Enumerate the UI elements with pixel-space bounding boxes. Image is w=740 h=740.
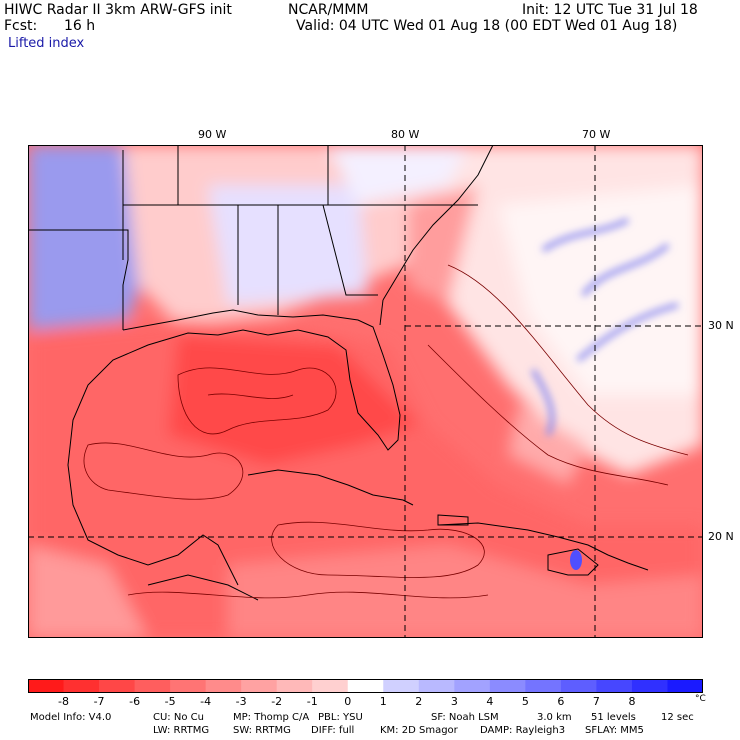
colorbar-tick-label: -3 — [235, 695, 247, 708]
colorbar-tick-label: -1 — [306, 695, 318, 708]
forecast-value: 16 h — [64, 18, 96, 34]
info-lw: LW: RRTMG — [153, 725, 210, 736]
coastlines — [28, 145, 649, 601]
colorbar-segment — [28, 679, 65, 693]
colorbar-segment — [276, 679, 313, 693]
colorbar-segment — [418, 679, 455, 693]
colorbar-tick-label: 4 — [486, 695, 494, 708]
info-diff: DIFF: full — [311, 725, 355, 736]
colorbar-tick-label: -8 — [58, 695, 69, 708]
colorbar-tick-label: -4 — [200, 695, 212, 708]
info-km: KM: 2D Smagor — [380, 725, 458, 736]
info-sf: SF: Noah LSM — [431, 712, 499, 723]
map-frame — [28, 145, 703, 638]
colorbar-tick-label: 5 — [521, 695, 529, 708]
longitude-label-70w: 70 W — [582, 128, 611, 141]
colorbar-segment — [631, 679, 668, 693]
forecast-label: Fcst: — [4, 18, 38, 34]
graticule — [28, 145, 703, 638]
colorbar-segment — [312, 679, 349, 693]
colorbar-segment — [383, 679, 420, 693]
colorbar-tick-label: 7 — [592, 695, 600, 708]
colorbar-segment — [134, 679, 171, 693]
stable-spot — [570, 550, 582, 570]
colorbar-tick-label: 6 — [557, 695, 565, 708]
colorbar-tick-label: 0 — [344, 695, 352, 708]
colorbar-tick-label: -2 — [271, 695, 283, 708]
colorbar-segment — [241, 679, 278, 693]
longitude-label-90w: 90 W — [198, 128, 227, 141]
info-sflay: SFLAY: MM5 — [585, 725, 644, 736]
colorbar-segment — [170, 679, 207, 693]
colorbar-segment — [596, 679, 633, 693]
colorbar-tick-label: -6 — [129, 695, 141, 708]
colorbar-tick-label: 1 — [379, 695, 387, 708]
stable-streaks — [530, 217, 679, 437]
colorbar-segment — [525, 679, 562, 693]
info-sw: SW: RRTMG — [233, 725, 291, 736]
field-name: Lifted index — [8, 36, 85, 51]
valid-time: Valid: 04 UTC Wed 01 Aug 18 (00 EDT Wed … — [296, 18, 678, 34]
colorbar-tick-label: 3 — [450, 695, 458, 708]
colorbar-segment — [454, 679, 491, 693]
colorbar-segment — [560, 679, 597, 693]
info-resolution: 3.0 km — [537, 712, 572, 723]
info-pbl: PBL: YSU — [318, 712, 363, 723]
info-model: Model Info: V4.0 — [30, 712, 112, 723]
colorbar-tick-label: -7 — [93, 695, 105, 708]
info-cu: CU: No Cu — [153, 712, 204, 723]
latitude-label-30n: 30 N — [708, 319, 734, 332]
colorbar-tick-label: 8 — [628, 695, 636, 708]
longitude-label-80w: 80 W — [391, 128, 420, 141]
colorbar-frame — [28, 679, 703, 693]
lifted-index-map — [28, 145, 703, 638]
info-mp: MP: Thomp C/A — [233, 712, 310, 723]
init-time: Init: 12 UTC Tue 31 Jul 18 — [522, 2, 698, 18]
model-title: HIWC Radar II 3km ARW-GFS init — [4, 2, 232, 18]
contour-lines — [83, 264, 689, 599]
colorbar-segment — [63, 679, 100, 693]
info-timestep: 12 sec — [661, 712, 694, 723]
latitude-label-20n: 20 N — [708, 530, 734, 543]
colorbar-segment — [99, 679, 136, 693]
info-damp: DAMP: Rayleigh3 — [480, 725, 566, 736]
info-levels: 51 levels — [591, 712, 636, 723]
colorbar-segment — [489, 679, 526, 693]
colorbar-tick-label: -5 — [164, 695, 176, 708]
colorbar-segment — [205, 679, 242, 693]
colorbar-tick-label: 2 — [415, 695, 423, 708]
colorbar-segment — [347, 679, 384, 693]
lifted-index-field — [28, 145, 703, 638]
colorbar-unit: °C — [695, 694, 706, 704]
center-name: NCAR/MMM — [288, 2, 369, 18]
colorbar — [28, 679, 703, 693]
colorbar-segment — [667, 679, 703, 693]
